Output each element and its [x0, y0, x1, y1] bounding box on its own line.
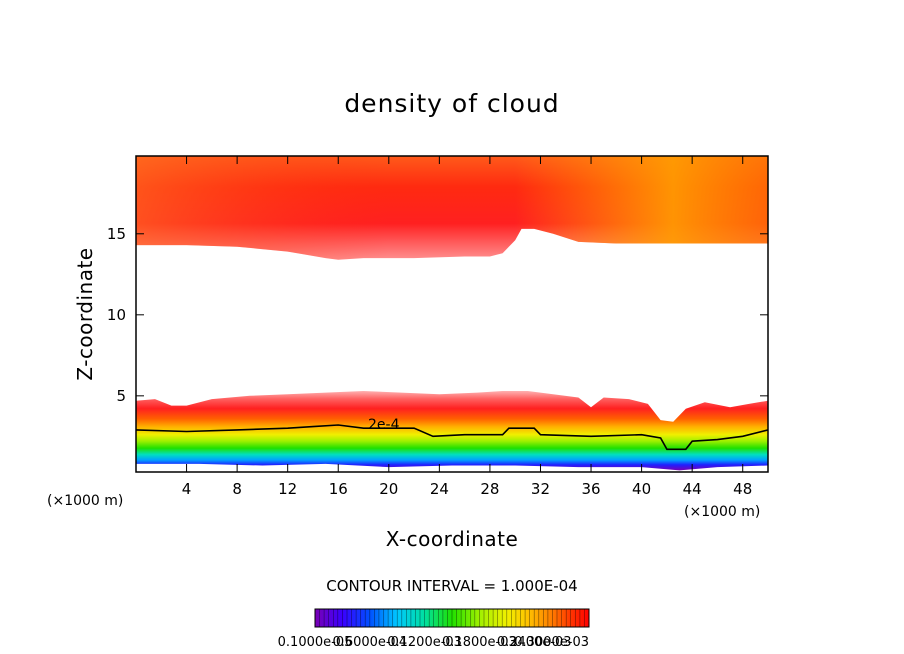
x-tick-label: 24 — [430, 480, 449, 498]
contour-label: 2e-4 — [368, 417, 400, 433]
y-tick-label: 15 — [107, 225, 126, 243]
x-axis-label: X-coordinate — [386, 527, 519, 551]
x-axis-ticks: 4 8 12 16 20 24 28 32 36 40 44 48 — [182, 156, 752, 498]
colorbar-label: 0.6000e-04 — [332, 635, 407, 650]
x-tick-label: 4 — [182, 480, 192, 498]
y-tick-label: 10 — [107, 306, 126, 324]
colorbar-frame — [314, 608, 590, 628]
x-tick-label: 12 — [278, 480, 297, 498]
x-tick-label: 20 — [379, 480, 398, 498]
upper-cloud-tint — [136, 156, 768, 260]
y-axis-ticks: 5 10 15 — [107, 225, 768, 405]
x-unit-right: (×1000 m) — [684, 504, 760, 520]
colorbar-label: 0.1000e-05 — [278, 635, 353, 650]
colorbar-ticks — [319, 609, 585, 627]
contour-line-2e-4 — [136, 424, 768, 451]
lower-cloud-region — [136, 391, 768, 471]
chart-title: density of cloud — [344, 89, 559, 118]
x-tick-label: 40 — [632, 480, 651, 498]
x-unit-left: (×1000 m) — [47, 493, 123, 509]
y-tick-label: 5 — [116, 387, 126, 405]
x-tick-label: 28 — [480, 480, 499, 498]
x-tick-label: 8 — [232, 480, 242, 498]
plot-frame — [135, 155, 769, 473]
x-tick-label: 48 — [733, 480, 752, 498]
colorbar-label: 0.1200e-03 — [387, 635, 462, 650]
colorbar-label: 0.1800e-03 — [442, 635, 517, 650]
x-tick-label: 16 — [329, 480, 348, 498]
y-axis-label: Z-coordinate — [73, 247, 97, 380]
colorbar-label: 0.3000e-03 — [514, 635, 589, 650]
contour-interval-text: CONTOUR INTERVAL = 1.000E-04 — [326, 577, 577, 595]
plot-area — [136, 156, 768, 471]
colorbar-label: 0.2400e-03 — [497, 635, 572, 650]
x-tick-label: 36 — [581, 480, 600, 498]
colorbar-labels: 0.1000e-050.6000e-040.1200e-030.1800e-03… — [278, 635, 589, 650]
x-tick-label: 44 — [683, 480, 702, 498]
x-tick-label: 32 — [531, 480, 550, 498]
